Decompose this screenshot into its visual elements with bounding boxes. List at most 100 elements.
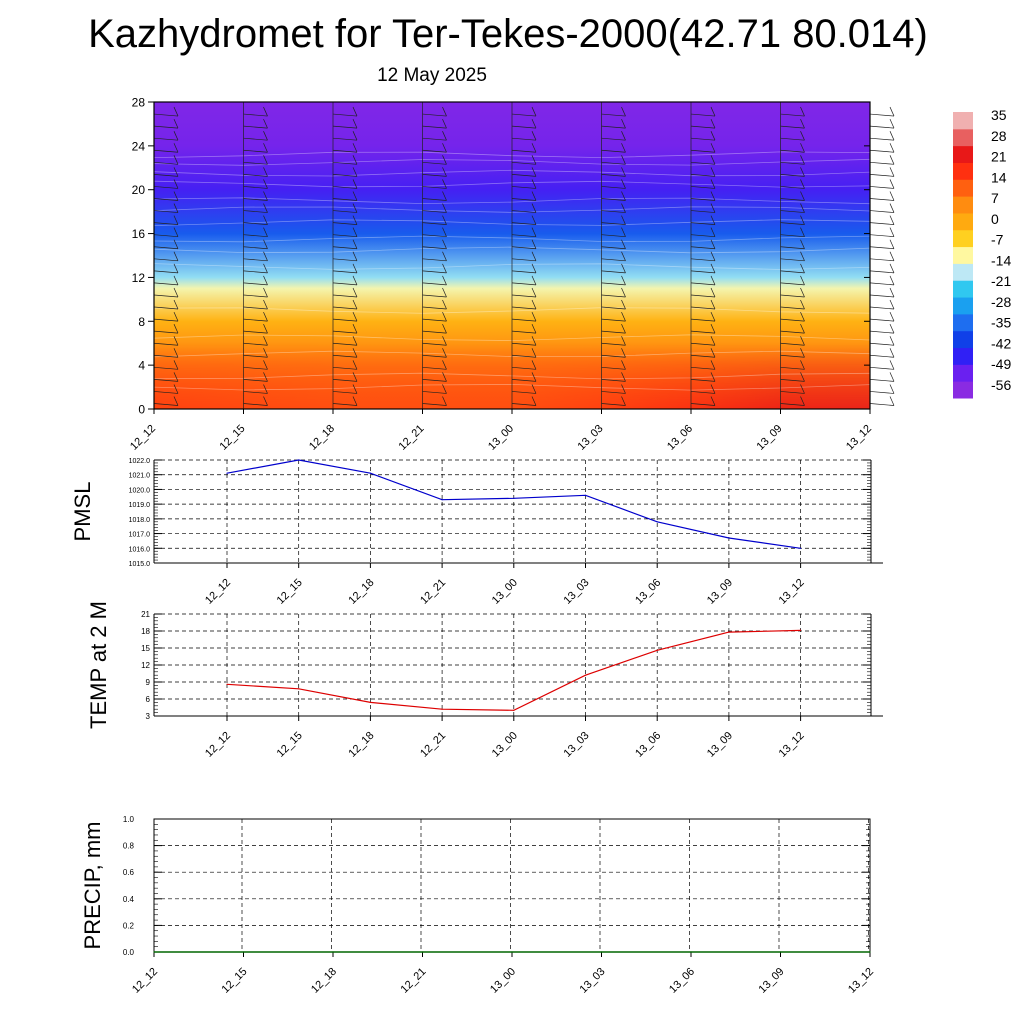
wind-barb — [511, 186, 537, 189]
wind-barb-flag — [800, 239, 805, 249]
colorbar-bin — [953, 330, 973, 349]
wind-barb-flag — [800, 131, 805, 141]
x-tick-label: 12_18 — [307, 423, 337, 453]
wind-barb — [690, 354, 716, 358]
x-tick-label: 13_03 — [562, 577, 592, 607]
wind-barb-flag — [889, 239, 895, 249]
wind-barb-flag — [173, 311, 179, 322]
wind-barb — [690, 125, 716, 129]
wind-barb — [511, 198, 537, 201]
wind-barb-flag — [621, 348, 626, 358]
wind-barb — [780, 149, 805, 153]
y-tick-label: 1.0 — [123, 815, 135, 824]
wind-barb — [511, 379, 537, 382]
wind-barb-flag — [710, 372, 716, 382]
wind-barb — [153, 403, 179, 406]
wind-barb — [869, 174, 895, 177]
wind-barb-flag — [173, 203, 179, 213]
wind-barb — [780, 258, 805, 262]
wind-barb — [869, 149, 895, 153]
x-tick-label: 12_12 — [203, 730, 233, 760]
wind-barb-flag — [173, 396, 179, 406]
wind-barb-flag — [621, 251, 626, 261]
wind-barb-flag — [621, 131, 626, 141]
wind-barb — [153, 366, 179, 370]
wind-barb-column — [332, 102, 358, 409]
wind-barb — [332, 318, 358, 322]
wind-barb — [511, 282, 537, 286]
y-tick-label: 16 — [132, 227, 146, 241]
wind-barb — [690, 234, 716, 238]
wind-barb-flag — [800, 324, 805, 334]
wind-barb-flag — [352, 311, 358, 322]
wind-barb — [511, 354, 537, 358]
wind-barb — [422, 137, 447, 141]
wind-barb-flag — [710, 348, 716, 358]
y-tick-label: 28 — [132, 96, 146, 110]
y-tick-label: 1019.0 — [129, 502, 151, 509]
wind-barb — [780, 342, 805, 346]
wind-barb — [511, 174, 537, 177]
wind-barb — [243, 161, 268, 165]
wind-barb-flag — [889, 348, 895, 358]
wind-barb — [243, 306, 268, 310]
wind-barb — [601, 246, 626, 250]
x-tick-label: 13_03 — [562, 730, 592, 760]
y-axis-title: PRECIP, mm — [80, 822, 105, 950]
wind-barb — [869, 294, 895, 298]
wind-barb-flag — [621, 179, 626, 189]
wind-barb — [511, 258, 537, 262]
colorbar-label: -21 — [991, 273, 1011, 289]
wind-barb-flag — [442, 384, 447, 394]
wind-barb-flag — [442, 167, 447, 177]
wind-barb — [153, 137, 179, 141]
wind-barb-flag — [173, 106, 179, 117]
wind-barb-flag — [710, 191, 716, 201]
series-point — [369, 701, 371, 704]
wind-barb — [153, 391, 179, 394]
wind-barb-flag — [621, 215, 626, 225]
wind-barb — [243, 366, 268, 370]
wind-barb — [153, 282, 179, 286]
wind-barb — [869, 391, 895, 394]
series-point — [332, 951, 334, 953]
wind-barb — [869, 282, 895, 286]
x-tick-label: 13_12 — [777, 577, 807, 607]
wind-barb-flag — [263, 143, 268, 153]
wind-barb — [422, 113, 447, 117]
wind-barb — [153, 379, 179, 382]
wind-barb-flag — [889, 106, 895, 117]
wind-barb-flag — [263, 131, 268, 141]
wind-barb-flag — [352, 348, 358, 358]
wind-barb — [511, 342, 537, 346]
wind-barb-flag — [352, 227, 358, 237]
wind-barb — [422, 246, 447, 250]
wind-barb — [780, 125, 805, 129]
wind-barb-flag — [442, 227, 447, 237]
wind-barb-flag — [531, 348, 537, 358]
x-tick-label: 12_12 — [130, 966, 160, 996]
wind-barb — [601, 149, 626, 153]
series-point — [369, 472, 371, 474]
wind-barb-flag — [710, 215, 716, 225]
wind-barb-flag — [621, 311, 626, 322]
wind-barb-flag — [710, 360, 716, 370]
wind-barb-flag — [889, 215, 895, 225]
wind-barb — [690, 198, 716, 201]
wind-barb — [690, 282, 716, 286]
wind-barb-flag — [173, 143, 179, 153]
wind-barb — [332, 137, 358, 141]
y-tick-label: 1021.0 — [129, 473, 151, 480]
wind-barb-flag — [263, 336, 268, 346]
wind-barb — [422, 174, 447, 177]
wind-barb-flag — [352, 336, 358, 346]
series-point — [441, 708, 443, 710]
page-subtitle: 12 May 2025 — [377, 65, 487, 86]
wind-barb-flag — [710, 311, 716, 322]
y-axis-title: TEMP at 2 M — [86, 601, 111, 729]
wind-barb-flag — [800, 251, 805, 261]
wind-barb-flag — [889, 155, 895, 165]
wind-barb — [243, 246, 268, 250]
wind-barb — [690, 342, 716, 346]
